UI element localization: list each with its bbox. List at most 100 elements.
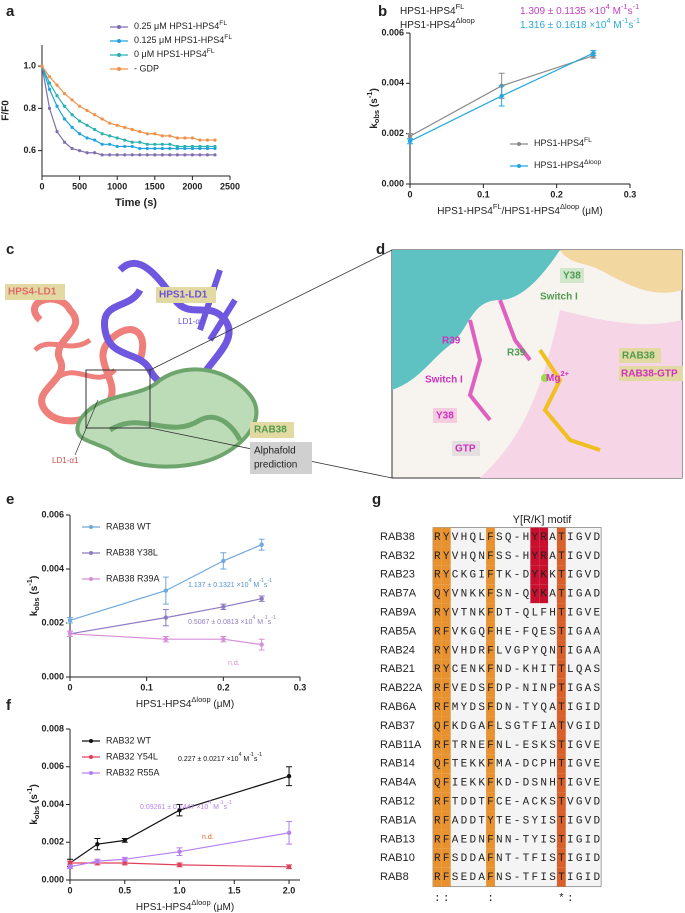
sequence: RFSEDAFNS-TFISTIGID xyxy=(434,872,601,884)
series-line xyxy=(41,65,215,148)
text-part: 0.227 ± 0.0217 ×10 xyxy=(178,756,239,763)
marker xyxy=(130,140,134,144)
marker xyxy=(259,642,264,647)
sequence: RYVHQNFSS-HYRATIGVD xyxy=(434,551,601,563)
highlight xyxy=(556,622,566,641)
highlight xyxy=(556,565,566,585)
legend-marker xyxy=(517,164,521,168)
sequence-name: RAB4A xyxy=(380,777,417,789)
text-part: HPS1-HPS4 xyxy=(400,20,456,31)
panel-letter: d xyxy=(376,241,385,258)
legend-marker xyxy=(89,739,93,743)
marker xyxy=(100,132,104,136)
text-part: -1 xyxy=(633,16,640,25)
text-part: M xyxy=(251,582,259,589)
highlight xyxy=(486,829,495,849)
text-part: -1 xyxy=(365,92,374,99)
highlight xyxy=(441,754,451,774)
label: RAB38 xyxy=(622,351,655,362)
marker xyxy=(213,153,217,157)
highlight xyxy=(433,546,442,566)
marker xyxy=(70,113,74,117)
text-part: (s xyxy=(29,585,40,597)
x-tick-label: 0 xyxy=(67,885,72,895)
sequence: RFMYDSFDN-TYQATIGID xyxy=(434,702,601,714)
sequence-name: RAB9A xyxy=(380,607,417,619)
text-part: s xyxy=(254,756,258,763)
label: Mg2+ xyxy=(546,369,570,384)
highlight xyxy=(433,848,442,868)
label: Switch I xyxy=(540,292,578,303)
highlight xyxy=(441,584,451,604)
highlight xyxy=(486,773,495,793)
legend-label: HPS1-HPS4Δloop xyxy=(534,159,602,171)
highlight xyxy=(556,811,566,830)
highlight xyxy=(433,792,442,812)
marker xyxy=(55,104,59,108)
marker xyxy=(93,138,97,142)
marker xyxy=(286,864,292,869)
annotation: 0.227 ± 0.0217 ×104 M-1s-1 xyxy=(178,752,262,762)
marker xyxy=(62,91,67,96)
highlight xyxy=(530,546,540,566)
sequence-name: RAB21 xyxy=(380,663,415,675)
highlight xyxy=(441,848,451,868)
highlight xyxy=(486,659,495,679)
marker xyxy=(190,153,194,157)
legend-label: 0.125 μM HPS1-HPS4FL xyxy=(134,34,232,46)
highlight xyxy=(486,697,495,717)
x-tick-label: 2.0 xyxy=(283,885,296,895)
text-part: FL xyxy=(456,2,465,11)
marker xyxy=(145,142,149,146)
text-part: 4 xyxy=(208,800,211,806)
marker xyxy=(153,153,157,157)
text-part: 4 xyxy=(252,615,255,621)
marker xyxy=(123,138,127,142)
marker xyxy=(67,864,73,869)
marker xyxy=(47,87,52,91)
text-part: 4 xyxy=(606,16,610,25)
y-axis-label: kobs (s-1) xyxy=(25,784,41,825)
marker xyxy=(95,858,100,864)
highlight xyxy=(441,697,451,717)
marker xyxy=(85,123,89,127)
annotation: n.d. xyxy=(202,834,214,841)
x-tick-label: 0.1 xyxy=(140,682,153,692)
legend-label: 0.25 μM HPS1-HPS4FL xyxy=(134,20,227,32)
legend-label: RAB38 WT xyxy=(106,521,152,531)
marker xyxy=(138,130,142,134)
highlight xyxy=(433,716,442,736)
marker xyxy=(123,153,127,157)
helix xyxy=(33,337,117,382)
legend-marker xyxy=(117,39,121,43)
text-part: FL xyxy=(219,20,227,27)
marker xyxy=(122,860,127,866)
highlight xyxy=(539,584,549,604)
label-box xyxy=(5,284,65,300)
marker xyxy=(190,136,194,140)
marker xyxy=(100,142,104,146)
text-part: HPS1-HPS4 xyxy=(400,6,456,17)
marker xyxy=(183,153,187,157)
sequence-name: RAB22A xyxy=(380,682,423,694)
text-part: obs xyxy=(32,806,41,819)
panel-letter: b xyxy=(378,3,387,20)
highlight xyxy=(556,735,566,755)
marker xyxy=(67,618,73,623)
marker xyxy=(138,146,142,151)
text-part: -1 xyxy=(259,578,264,584)
series-line xyxy=(69,633,262,646)
text-part: s xyxy=(264,582,268,589)
marker xyxy=(55,83,59,87)
marker xyxy=(138,140,142,144)
highlight xyxy=(486,678,495,698)
chart: f 0.000 0.002 0.004 0.006 0.008 0 0.5 1.0 1.5 2.0 H… xyxy=(6,697,300,913)
label-box xyxy=(619,366,683,381)
marker xyxy=(67,860,73,866)
text-part: Δloop xyxy=(456,16,475,25)
x-tick-label: 2000 xyxy=(182,181,202,191)
text-part: k xyxy=(369,123,380,129)
y-tick-label: 0.6 xyxy=(23,145,36,155)
marker xyxy=(78,149,82,153)
highlight xyxy=(486,848,495,868)
